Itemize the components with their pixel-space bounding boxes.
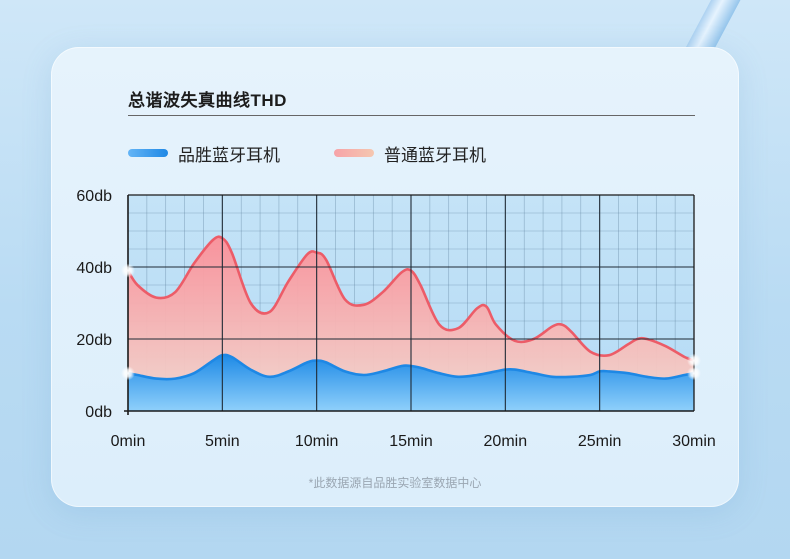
title-divider — [128, 115, 695, 116]
x-tick-label: 30min — [672, 433, 716, 450]
legend-swatch-series1 — [128, 149, 168, 157]
chart-title: 总谐波失真曲线THD — [128, 91, 287, 110]
legend-label-series1: 品胜蓝牙耳机 — [178, 145, 280, 165]
y-tick-label: 60db — [76, 188, 112, 205]
grid-major — [128, 195, 694, 411]
x-tick-label: 15min — [389, 433, 433, 450]
tick-layer: 0min 5min 10min 15min 20min 25min 30min 0db 20db… — [76, 188, 715, 450]
y-tick-label: 20db — [76, 332, 112, 349]
legend-label-series2: 普通蓝牙耳机 — [384, 145, 486, 165]
series-line-2 — [126, 235, 696, 362]
x-tick-label: 20min — [484, 433, 528, 450]
series-end-marker — [121, 263, 135, 278]
series-end-marker — [121, 366, 135, 381]
x-tick-label: 10min — [295, 433, 339, 450]
x-tick-label: 25min — [578, 433, 622, 450]
footnote: *此数据源自品胜实验室数据中心 — [308, 476, 482, 490]
legend-swatch-series2 — [334, 149, 374, 157]
axis-layer — [124, 194, 695, 415]
x-tick-label: 0min — [111, 433, 146, 450]
legend-item-series2: 普通蓝牙耳机 — [334, 142, 486, 165]
series-end-marker — [687, 366, 701, 381]
y-tick-label: 0db — [85, 404, 112, 421]
legend-item-series1: 品胜蓝牙耳机 — [128, 142, 280, 165]
x-tick-label: 5min — [205, 433, 240, 450]
y-tick-label: 40db — [76, 260, 112, 277]
marker-layer — [121, 263, 701, 381]
series-end-marker — [687, 353, 701, 368]
